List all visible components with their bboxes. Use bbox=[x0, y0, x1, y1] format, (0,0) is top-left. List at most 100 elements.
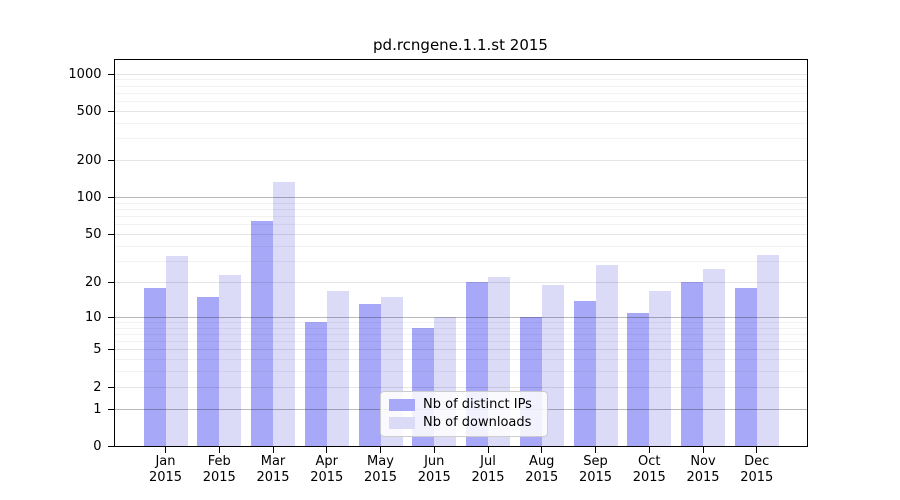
x-tick-label-jun: Jun 2015 bbox=[417, 453, 451, 485]
y-tick-mark-20 bbox=[107, 281, 114, 283]
bar-nb-of-distinct-ips-mar bbox=[251, 220, 273, 447]
x-tick-mark-aug bbox=[541, 446, 543, 453]
bar-nb-of-downloads-nov bbox=[703, 268, 725, 447]
gridline-1000 bbox=[114, 73, 807, 75]
gridline-400 bbox=[114, 122, 807, 124]
gridline-20 bbox=[114, 281, 807, 283]
bar-nb-of-distinct-ips-nov bbox=[681, 282, 703, 447]
x-tick-mark-feb bbox=[218, 446, 220, 453]
bar-nb-of-distinct-ips-sep bbox=[573, 300, 596, 447]
y-tick-label-20: 20 bbox=[84, 274, 102, 290]
gridline-2 bbox=[114, 386, 807, 388]
x-tick-mark-apr bbox=[326, 446, 328, 453]
y-tick-label-50: 50 bbox=[84, 227, 102, 243]
x-tick-label-jan: Jan 2015 bbox=[148, 453, 183, 485]
gridline-600 bbox=[114, 101, 807, 103]
legend-swatch-distinct-ips bbox=[389, 399, 415, 411]
y-tick-mark-100 bbox=[107, 197, 114, 199]
y-tick-label-2: 2 bbox=[93, 379, 102, 395]
x-tick-mark-jul bbox=[487, 446, 489, 453]
x-tick-label-oct: Oct 2015 bbox=[632, 453, 666, 485]
y-tick-mark-0 bbox=[107, 446, 114, 447]
legend-label-downloads: Nb of downloads bbox=[423, 415, 532, 430]
x-tick-label-may: May 2015 bbox=[363, 453, 398, 485]
x-tick-label-apr: Apr 2015 bbox=[310, 453, 344, 485]
gridline-80 bbox=[114, 209, 807, 211]
y-tick-mark-10 bbox=[107, 316, 114, 318]
x-tick-mark-oct bbox=[648, 446, 650, 453]
gridline-50 bbox=[114, 234, 807, 236]
gridline-500 bbox=[114, 110, 807, 112]
gridline-800 bbox=[114, 85, 807, 87]
bar-nb-of-distinct-ips-jan bbox=[143, 287, 166, 447]
bar-nb-of-distinct-ips-may bbox=[358, 304, 381, 447]
x-tick-label-feb: Feb 2015 bbox=[202, 453, 236, 485]
y-tick-label-100: 100 bbox=[76, 190, 102, 206]
gridline-3 bbox=[114, 371, 807, 373]
y-tick-label-500: 500 bbox=[76, 103, 102, 119]
x-tick-mark-may bbox=[380, 446, 381, 453]
legend-label-distinct-ips: Nb of distinct IPs bbox=[423, 397, 532, 412]
bar-nb-of-downloads-apr bbox=[326, 290, 349, 447]
bar-nb-of-downloads-feb bbox=[219, 275, 242, 447]
y-tick-label-5: 5 bbox=[93, 342, 102, 358]
gridline-10 bbox=[114, 316, 807, 318]
y-tick-mark-1000 bbox=[107, 73, 114, 75]
y-tick-label-10: 10 bbox=[84, 309, 102, 325]
y-tick-mark-500 bbox=[107, 110, 114, 112]
bar-nb-of-downloads-dec bbox=[756, 254, 779, 447]
bar-nb-of-distinct-ips-feb bbox=[197, 297, 220, 447]
gridline-9 bbox=[114, 321, 807, 323]
legend-swatch-downloads bbox=[389, 417, 415, 429]
bar-nb-of-distinct-ips-apr bbox=[304, 322, 327, 447]
gridline-6 bbox=[114, 341, 807, 343]
gridline-900 bbox=[114, 79, 807, 81]
bar-nb-of-downloads-sep bbox=[595, 265, 618, 447]
y-tick-label-1: 1 bbox=[93, 401, 102, 417]
x-tick-mark-dec bbox=[756, 446, 758, 453]
y-tick-label-0: 0 bbox=[93, 439, 102, 454]
x-tick-mark-sep bbox=[595, 446, 596, 453]
y-tick-mark-200 bbox=[107, 160, 114, 162]
gridline-70 bbox=[114, 216, 807, 218]
x-tick-label-sep: Sep 2015 bbox=[578, 453, 613, 485]
x-tick-mark-mar bbox=[272, 446, 274, 453]
gridline-40 bbox=[114, 245, 807, 247]
bar-nb-of-distinct-ips-oct bbox=[627, 312, 650, 447]
plot-border bbox=[113, 59, 808, 447]
bar-nb-of-downloads-oct bbox=[649, 290, 672, 447]
gridline-300 bbox=[114, 138, 807, 140]
legend: Nb of distinct IPs Nb of downloads bbox=[380, 391, 548, 437]
x-tick-label-dec: Dec 2015 bbox=[740, 453, 774, 485]
legend-item-downloads: Nb of downloads bbox=[389, 415, 539, 431]
gridline-5 bbox=[114, 349, 807, 351]
chart-title: pd.rcngene.1.1.st 2015 bbox=[373, 36, 548, 54]
gridline-200 bbox=[114, 160, 807, 162]
x-tick-mark-nov bbox=[702, 446, 704, 453]
y-tick-mark-50 bbox=[107, 234, 114, 236]
x-tick-mark-jan bbox=[165, 446, 166, 453]
y-tick-label-1000: 1000 bbox=[68, 66, 102, 82]
bar-nb-of-downloads-jan bbox=[165, 256, 188, 447]
gridline-700 bbox=[114, 92, 807, 94]
x-tick-label-mar: Mar 2015 bbox=[256, 453, 290, 485]
x-tick-label-aug: Aug 2015 bbox=[525, 453, 559, 485]
bar-nb-of-distinct-ips-dec bbox=[734, 287, 757, 447]
gridline-60 bbox=[114, 224, 807, 226]
gridline-100 bbox=[114, 197, 807, 199]
x-tick-label-jul: Jul 2015 bbox=[471, 453, 505, 485]
gridline-8 bbox=[114, 327, 807, 329]
gridline-7 bbox=[114, 333, 807, 335]
gridline-90 bbox=[114, 202, 807, 204]
y-tick-mark-1 bbox=[107, 408, 114, 410]
y-tick-label-200: 200 bbox=[76, 153, 102, 169]
y-tick-mark-2 bbox=[107, 386, 114, 388]
gridline-4 bbox=[114, 359, 807, 361]
x-tick-mark-jun bbox=[433, 446, 435, 453]
legend-item-distinct-ips: Nb of distinct IPs bbox=[389, 397, 539, 413]
gridline-30 bbox=[114, 260, 807, 262]
x-tick-label-nov: Nov 2015 bbox=[686, 453, 720, 485]
bar-nb-of-downloads-mar bbox=[273, 182, 295, 447]
y-tick-mark-5 bbox=[107, 349, 114, 351]
